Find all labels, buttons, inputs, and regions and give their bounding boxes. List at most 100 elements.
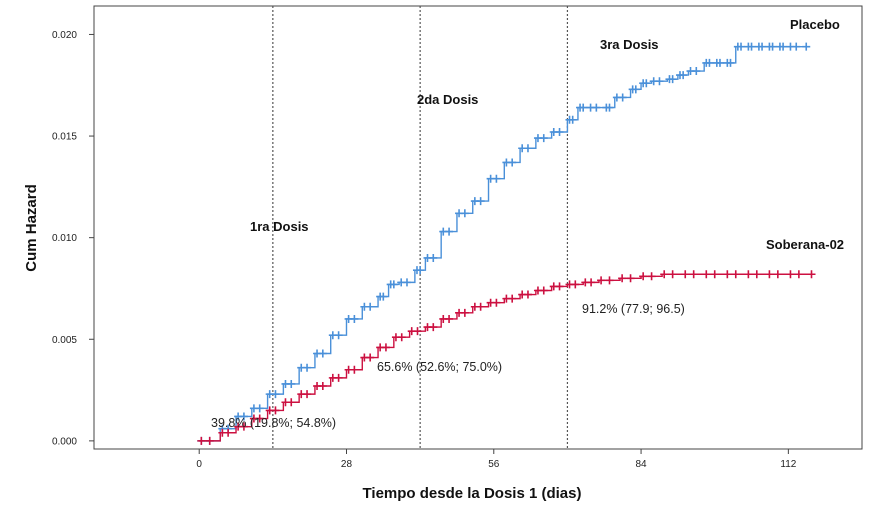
censor-mark: [366, 353, 375, 362]
censor-mark: [668, 75, 677, 84]
censor-mark: [287, 379, 296, 388]
y-tick-label: 0.020: [52, 30, 77, 41]
censor-mark: [523, 144, 532, 153]
censor-mark: [224, 428, 233, 437]
censor-mark: [758, 42, 767, 51]
censor-mark: [618, 274, 627, 283]
censor-mark: [303, 390, 312, 399]
censor-mark: [205, 436, 214, 445]
x-tick-label: 112: [780, 459, 796, 470]
censor-mark: [303, 363, 312, 372]
censor-mark: [492, 174, 501, 183]
censor-mark: [350, 365, 359, 374]
censor-mark: [765, 270, 774, 279]
series-placebo: [197, 42, 811, 445]
censor-mark: [639, 272, 648, 281]
x-tick-label: 56: [488, 459, 500, 470]
censor-mark: [768, 42, 777, 51]
censor-mark: [710, 270, 719, 279]
dose-label-2: 2da Dosis: [417, 92, 478, 107]
y-tick-label: 0.015: [52, 132, 77, 143]
censor-mark: [389, 280, 398, 289]
y-tick-label: 0.005: [52, 335, 77, 346]
series-label-soberana: Soberana-02: [766, 237, 844, 252]
series-soberana-02: [197, 270, 816, 445]
censor-mark: [460, 209, 469, 218]
censor-mark: [539, 286, 548, 295]
censor-mark: [747, 42, 756, 51]
censor-mark: [429, 323, 438, 332]
censor-mark: [597, 276, 606, 285]
censor-mark: [786, 270, 795, 279]
censor-mark: [445, 314, 454, 323]
censor-mark: [660, 270, 669, 279]
censor-mark: [350, 314, 359, 323]
censor-mark: [642, 79, 651, 88]
censor-mark: [605, 103, 614, 112]
x-tick-label: 84: [636, 459, 648, 470]
censor-mark: [744, 270, 753, 279]
censor-mark: [429, 253, 438, 262]
y-axis-ticks: 0.000 0.005 0.010 0.015 0.020: [52, 30, 94, 447]
censor-mark: [287, 398, 296, 407]
censor-mark: [647, 272, 656, 281]
y-tick-label: 0.010: [52, 233, 77, 244]
censor-mark: [318, 349, 327, 358]
x-axis-ticks: 0 28 56 84 112: [196, 449, 797, 470]
censor-mark: [571, 280, 580, 289]
censor-mark: [318, 382, 327, 391]
censor-mark: [737, 42, 746, 51]
x-tick-label: 0: [196, 459, 202, 470]
censor-mark: [702, 270, 711, 279]
plot-frame: [93, 5, 863, 450]
censor-mark: [476, 302, 485, 311]
censor-mark: [413, 327, 422, 336]
censor-mark: [271, 390, 280, 399]
x-tick-label: 28: [341, 459, 353, 470]
censor-mark: [752, 270, 761, 279]
censor-mark: [555, 127, 564, 136]
censor-mark: [366, 302, 375, 311]
dose-label-3: 3ra Dosis: [600, 37, 659, 52]
censor-mark: [723, 270, 732, 279]
censor-mark: [631, 85, 640, 94]
censor-mark: [689, 270, 698, 279]
censor-mark: [239, 422, 248, 431]
censor-mark: [655, 77, 664, 86]
censor-mark: [416, 266, 425, 275]
censor-mark: [587, 278, 596, 287]
censor-mark: [773, 270, 782, 279]
censor-mark: [334, 331, 343, 340]
censor-mark: [476, 197, 485, 206]
censor-mark: [197, 436, 206, 445]
censor-mark: [618, 93, 627, 102]
censor-mark: [807, 270, 816, 279]
censor-mark: [779, 42, 788, 51]
censor-mark: [792, 42, 801, 51]
efficacy-label-2: 65.6% (52.6%; 75.0%): [377, 360, 502, 374]
censor-mark: [334, 373, 343, 382]
censor-mark: [271, 406, 280, 415]
censor-mark: [679, 71, 688, 80]
censor-mark: [605, 276, 614, 285]
censor-mark: [492, 298, 501, 307]
dose-lines: [272, 6, 569, 449]
censor-mark: [255, 414, 264, 423]
censor-mark: [802, 42, 811, 51]
dose-label-1: 1ra Dosis: [250, 219, 309, 234]
censor-mark: [508, 158, 517, 167]
censor-mark: [523, 290, 532, 299]
censor-mark: [402, 278, 411, 287]
censor-mark: [539, 134, 548, 143]
efficacy-label-3: 91.2% (77.9; 96.5): [582, 302, 685, 316]
y-axis-label: Cum Hazard: [23, 184, 40, 272]
censor-mark: [460, 308, 469, 317]
censor-mark: [508, 294, 517, 303]
y-tick-label: 0.000: [52, 436, 77, 447]
censor-mark: [397, 333, 406, 342]
censor-mark: [592, 103, 601, 112]
censor-mark: [568, 115, 577, 124]
censor-mark: [731, 270, 740, 279]
censor-mark: [626, 274, 635, 283]
